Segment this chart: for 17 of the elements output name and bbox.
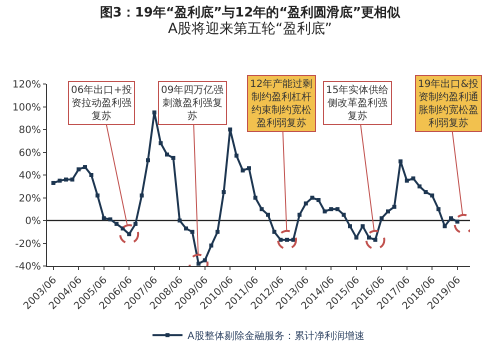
y-tick-label: 20% (18, 193, 41, 204)
annotation: 15年实体供给侧改革盈利强复苏 (326, 84, 389, 122)
annotation: 19年出口&投资制约盈利通胀制约宽松盈利弱复苏 (418, 78, 479, 129)
y-tick-label: 80% (18, 125, 41, 136)
annotation: 06年出口+投资拉动盈利强复苏 (71, 84, 132, 122)
chart-title: 图3：19年“盈利底”与12年的“盈利圆滑底”更相似 (100, 4, 402, 20)
y-tick-label: -40% (15, 262, 41, 272)
legend-label: A股整体剔除金融服务：累计净利润增速 (188, 330, 364, 342)
annotation: 12年产能过剩制约盈利杠杆约束制约宽松盈利弱复苏 (250, 78, 313, 129)
y-tick-label: -20% (15, 238, 41, 250)
y-tick-label: 100% (12, 102, 41, 114)
annotation: 09年四万亿强刺激盈利强复苏 (161, 84, 224, 122)
chart-subtitle: A股将迎来第五轮“盈利底” (168, 21, 332, 38)
y-tick-label: 40% (18, 170, 41, 182)
y-tick-label: 0% (25, 216, 41, 227)
y-tick-label: 60% (18, 148, 41, 159)
y-tick-label: 120% (12, 80, 41, 90)
